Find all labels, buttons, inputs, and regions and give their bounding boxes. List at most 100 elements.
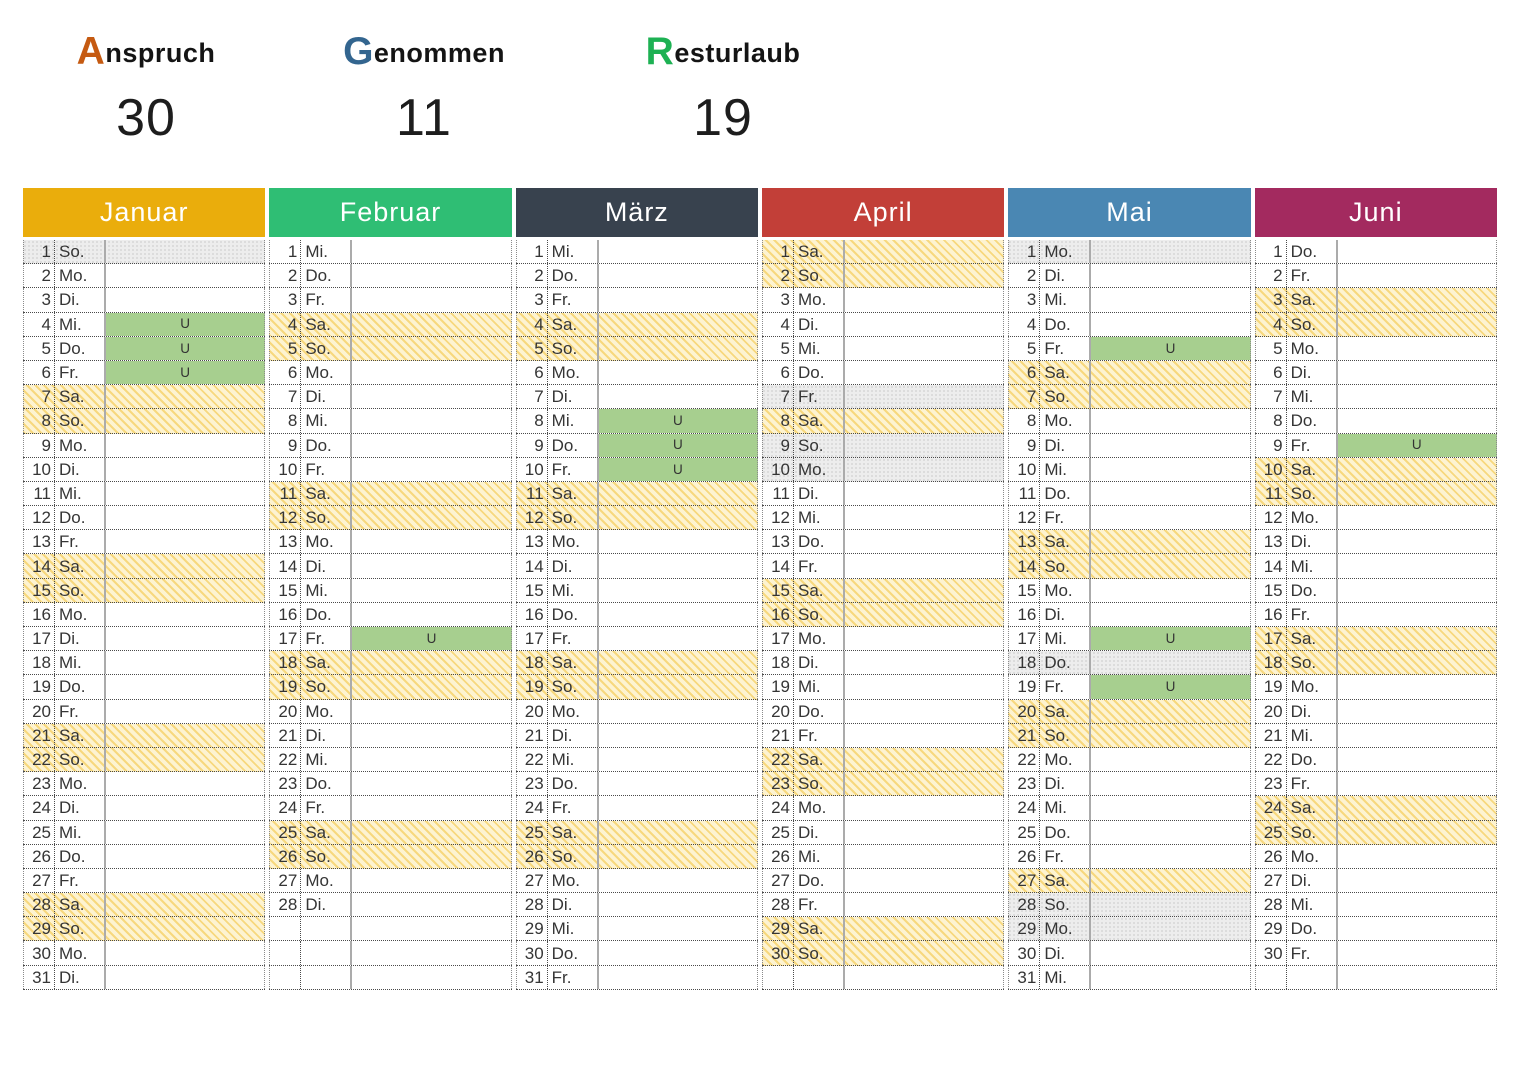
day-weekday[interactable]: Fr. bbox=[301, 457, 353, 481]
day-weekday[interactable]: So. bbox=[1287, 481, 1338, 506]
day-number[interactable]: 11 bbox=[269, 481, 302, 506]
vacation-entry-cell[interactable]: U bbox=[106, 312, 266, 336]
day-number[interactable]: 16 bbox=[515, 602, 548, 626]
day-note-cell[interactable] bbox=[1091, 796, 1251, 820]
day-weekday[interactable]: Fr. bbox=[1287, 433, 1338, 457]
day-number[interactable]: 19 bbox=[23, 675, 55, 699]
day-note-cell[interactable] bbox=[1091, 868, 1251, 893]
day-note-cell[interactable] bbox=[845, 675, 1005, 699]
day-weekday[interactable]: Mi. bbox=[548, 578, 599, 602]
day-note-cell[interactable] bbox=[352, 747, 512, 772]
day-weekday[interactable]: Do. bbox=[548, 772, 599, 796]
day-weekday[interactable]: Do. bbox=[1040, 651, 1092, 675]
day-note-cell[interactable] bbox=[106, 240, 266, 264]
day-note-cell[interactable] bbox=[352, 844, 512, 868]
day-note-cell[interactable] bbox=[845, 578, 1005, 602]
day-note-cell[interactable] bbox=[845, 506, 1005, 530]
day-number[interactable]: 3 bbox=[1254, 288, 1287, 312]
day-note-cell[interactable] bbox=[599, 530, 758, 554]
day-number[interactable]: 15 bbox=[515, 578, 548, 602]
day-number[interactable]: 20 bbox=[269, 699, 302, 723]
day-weekday[interactable]: Fr. bbox=[548, 796, 599, 820]
day-number[interactable]: 17 bbox=[269, 627, 302, 651]
day-weekday[interactable]: Fr. bbox=[1287, 772, 1338, 796]
day-weekday[interactable]: Mo. bbox=[301, 868, 353, 893]
day-number[interactable]: 13 bbox=[23, 530, 55, 554]
day-note-cell[interactable] bbox=[1091, 747, 1251, 772]
day-weekday[interactable]: So. bbox=[55, 240, 106, 264]
day-number[interactable]: 7 bbox=[761, 385, 794, 409]
day-number[interactable]: 27 bbox=[1008, 868, 1041, 893]
day-weekday[interactable]: Mi. bbox=[1040, 965, 1092, 989]
day-weekday[interactable]: Mo. bbox=[55, 433, 106, 457]
day-weekday[interactable]: Fr. bbox=[548, 627, 599, 651]
day-number[interactable] bbox=[269, 965, 302, 989]
day-number[interactable]: 2 bbox=[761, 264, 794, 288]
day-weekday[interactable]: Sa. bbox=[1287, 796, 1338, 820]
day-number[interactable]: 15 bbox=[269, 578, 302, 602]
day-note-cell[interactable] bbox=[352, 481, 512, 506]
day-weekday[interactable]: Di. bbox=[548, 385, 599, 409]
day-note-cell[interactable] bbox=[1338, 868, 1497, 893]
day-note-cell[interactable] bbox=[352, 796, 512, 820]
day-number[interactable]: 20 bbox=[1254, 699, 1287, 723]
day-note-cell[interactable] bbox=[106, 723, 266, 747]
day-number[interactable]: 24 bbox=[23, 796, 55, 820]
day-weekday[interactable]: So. bbox=[301, 506, 353, 530]
day-number[interactable]: 30 bbox=[761, 941, 794, 965]
day-note-cell[interactable] bbox=[599, 699, 758, 723]
day-weekday[interactable]: Mo. bbox=[794, 796, 845, 820]
day-number[interactable]: 18 bbox=[1008, 651, 1041, 675]
day-number[interactable]: 3 bbox=[269, 288, 302, 312]
day-number[interactable]: 5 bbox=[761, 336, 794, 360]
day-note-cell[interactable] bbox=[1338, 312, 1497, 336]
day-number[interactable]: 8 bbox=[1008, 409, 1041, 433]
day-note-cell[interactable] bbox=[106, 747, 266, 772]
day-number[interactable]: 6 bbox=[269, 360, 302, 385]
day-weekday[interactable]: Di. bbox=[548, 723, 599, 747]
day-note-cell[interactable] bbox=[352, 893, 512, 917]
day-weekday[interactable]: Do. bbox=[794, 530, 845, 554]
day-weekday[interactable]: Sa. bbox=[55, 385, 106, 409]
day-note-cell[interactable] bbox=[1338, 893, 1497, 917]
day-note-cell[interactable] bbox=[599, 965, 758, 989]
day-weekday[interactable]: So. bbox=[55, 917, 106, 941]
day-number[interactable]: 4 bbox=[761, 312, 794, 336]
day-note-cell[interactable] bbox=[599, 360, 758, 385]
day-number[interactable]: 27 bbox=[761, 868, 794, 893]
day-note-cell[interactable] bbox=[352, 820, 512, 844]
day-number[interactable]: 5 bbox=[269, 336, 302, 360]
day-weekday[interactable]: Sa. bbox=[301, 820, 353, 844]
day-number[interactable]: 23 bbox=[23, 772, 55, 796]
day-number[interactable]: 11 bbox=[1008, 481, 1041, 506]
day-note-cell[interactable] bbox=[106, 578, 266, 602]
day-note-cell[interactable] bbox=[599, 941, 758, 965]
day-weekday[interactable]: Mo. bbox=[55, 941, 106, 965]
day-weekday[interactable]: Do. bbox=[1287, 917, 1338, 941]
day-note-cell[interactable] bbox=[352, 409, 512, 433]
day-weekday[interactable]: Fr. bbox=[301, 627, 353, 651]
day-note-cell[interactable] bbox=[599, 312, 758, 336]
day-number[interactable]: 24 bbox=[1254, 796, 1287, 820]
day-weekday[interactable]: Mo. bbox=[301, 360, 353, 385]
day-weekday[interactable]: Mo. bbox=[55, 602, 106, 626]
day-weekday[interactable]: Do. bbox=[55, 506, 106, 530]
day-note-cell[interactable] bbox=[352, 917, 512, 941]
day-note-cell[interactable] bbox=[845, 602, 1005, 626]
day-weekday[interactable]: Di. bbox=[1287, 868, 1338, 893]
day-number[interactable]: 28 bbox=[761, 893, 794, 917]
day-weekday[interactable]: Sa. bbox=[1040, 530, 1092, 554]
day-note-cell[interactable] bbox=[106, 941, 266, 965]
day-number[interactable]: 16 bbox=[269, 602, 302, 626]
day-note-cell[interactable] bbox=[1091, 844, 1251, 868]
day-note-cell[interactable] bbox=[599, 917, 758, 941]
day-note-cell[interactable] bbox=[106, 530, 266, 554]
day-note-cell[interactable] bbox=[106, 820, 266, 844]
day-note-cell[interactable] bbox=[1091, 288, 1251, 312]
day-note-cell[interactable] bbox=[599, 627, 758, 651]
day-weekday[interactable]: Do. bbox=[301, 433, 353, 457]
day-number[interactable]: 25 bbox=[1254, 820, 1287, 844]
day-weekday[interactable]: Fr. bbox=[55, 868, 106, 893]
day-weekday[interactable]: Fr. bbox=[1040, 336, 1092, 360]
day-number[interactable]: 21 bbox=[761, 723, 794, 747]
